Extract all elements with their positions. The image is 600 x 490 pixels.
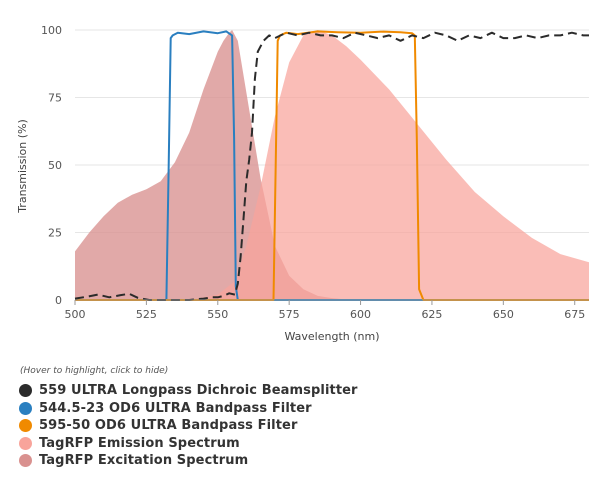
axes (74, 299, 589, 305)
y-tick-label-25: 25 (48, 227, 62, 240)
bandpass-595-line (75, 30, 589, 301)
x-tick-label-625: 625 (421, 308, 442, 321)
x-axis-title: Wavelength (nm) (284, 330, 379, 343)
emission-spectrum-area (189, 30, 589, 300)
x-tick-label-525: 525 (136, 308, 157, 321)
bandpass-595-dot-icon (19, 419, 32, 433)
legend-item-bandpass-595[interactable]: 595-50 OD6 ULTRA Bandpass Filter (16, 417, 358, 435)
y-tick-label-50: 50 (48, 159, 62, 172)
legend-item-excitation[interactable]: TagRFP Excitation Spectrum (16, 452, 358, 470)
y-axis-title: Transmission (%) (16, 119, 29, 214)
x-tick-label-500: 500 (65, 308, 86, 321)
x-tick-label-600: 600 (350, 308, 371, 321)
legend-label: TagRFP Emission Spectrum (39, 435, 240, 451)
spectra-chart: 0 25 50 75 100 500 525 550 575 600 625 650 675 Wavel… (16, 24, 589, 343)
bandpass-544-dot-icon (19, 401, 32, 415)
legend-label: TagRFP Excitation Spectrum (39, 453, 249, 469)
bandpass-544-line (75, 30, 589, 301)
filter-lines[interactable] (75, 30, 589, 301)
legend-item-bandpass-544[interactable]: 544.5-23 OD6 ULTRA Bandpass Filter (16, 400, 358, 418)
emission-dot-icon (19, 436, 32, 450)
excitation-spectrum-area (75, 30, 361, 300)
emission-area[interactable] (189, 30, 589, 300)
x-tick-label-675: 675 (564, 308, 585, 321)
legend-label: 544.5-23 OD6 ULTRA Bandpass Filter (39, 400, 312, 416)
x-tick-label-650: 650 (493, 308, 514, 321)
dichroic-dot-icon (19, 384, 32, 398)
legend-item-emission[interactable]: TagRFP Emission Spectrum (16, 435, 358, 453)
tick-labels: 0 25 50 75 100 500 525 550 575 600 625 650 675 (41, 24, 585, 321)
excitation-area[interactable] (75, 30, 361, 300)
legend-label: 595-50 OD6 ULTRA Bandpass Filter (39, 418, 298, 434)
legend-item-dichroic[interactable]: 559 ULTRA Longpass Dichroic Beamsplitter (16, 382, 358, 400)
y-tick-label-75: 75 (48, 92, 62, 105)
y-tick-label-100: 100 (41, 24, 62, 37)
legend-label: 559 ULTRA Longpass Dichroic Beamsplitter (39, 383, 358, 399)
x-tick-label-550: 550 (207, 308, 228, 321)
legend: (Hover to highlight, click to hide) 559 … (16, 366, 358, 470)
y-tick-label-0: 0 (55, 294, 62, 307)
excitation-dot-icon (19, 454, 32, 468)
x-tick-label-575: 575 (279, 308, 300, 321)
legend-hint: (Hover to highlight, click to hide) (20, 366, 169, 376)
